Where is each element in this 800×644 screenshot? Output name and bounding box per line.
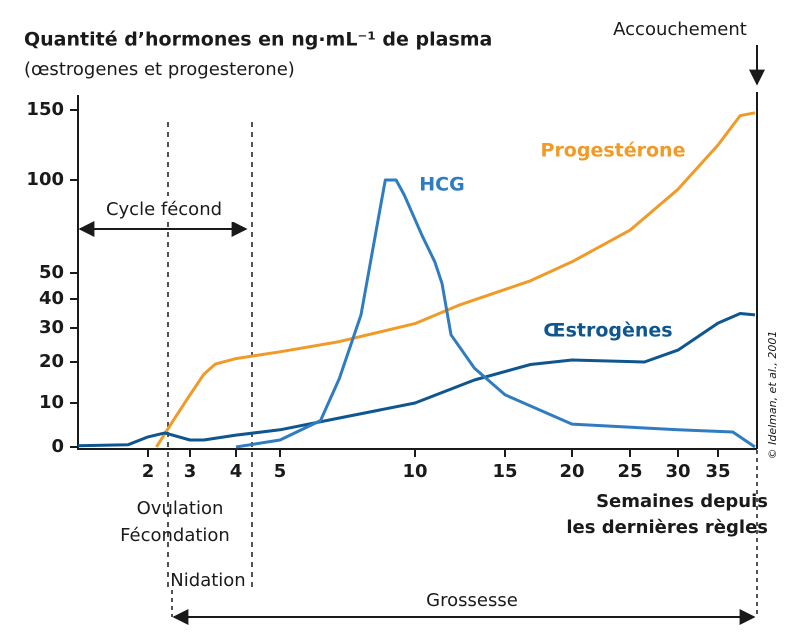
chart-title: Quantité d’hormones en ng·mL⁻¹ de plasma — [24, 29, 492, 51]
series-label: HCG — [419, 174, 464, 196]
chart-subtitle: (œstrogenes et progesterone) — [24, 59, 295, 80]
x-axis-label: les dernières règles — [566, 517, 768, 538]
x-axis-label: Semaines depuis — [596, 491, 768, 512]
x-tick-label: 25 — [617, 461, 642, 482]
annotation: Ovulation — [137, 498, 224, 519]
series-label: Progestérone — [541, 140, 686, 162]
y-tick-label: 50 — [39, 262, 64, 283]
annotation: Grossesse — [426, 590, 518, 611]
series-line — [155, 111, 756, 448]
x-tick-label: 20 — [559, 461, 584, 482]
x-tick-label: 4 — [230, 461, 243, 482]
annotation: Nidation — [170, 570, 245, 591]
series-line — [77, 312, 756, 448]
y-tick-label: 0 — [51, 436, 64, 457]
label-bg — [95, 196, 235, 222]
x-tick-label: 15 — [492, 461, 517, 482]
credit: © Idelman, et al., 2001 — [766, 331, 779, 460]
x-tick-label: 35 — [705, 461, 730, 482]
x-tick-label: 30 — [665, 461, 690, 482]
y-tick-label: 30 — [39, 317, 64, 338]
y-tick-label: 150 — [26, 99, 64, 120]
series-label: Œstrogènes — [543, 320, 672, 342]
y-tick-label: 100 — [26, 169, 64, 190]
x-tick-label: 3 — [184, 461, 197, 482]
annotation: Fécondation — [120, 525, 230, 546]
y-tick-label: 40 — [39, 288, 64, 309]
annotation: Cycle fécond — [106, 199, 222, 220]
series-line — [235, 178, 756, 449]
y-tick-label: 20 — [39, 351, 64, 372]
x-tick-label: 10 — [402, 461, 427, 482]
x-tick-label: 2 — [142, 461, 155, 482]
y-tick-label: 10 — [39, 392, 64, 413]
annotation: Accouchement — [613, 19, 747, 40]
x-tick-label: 5 — [274, 461, 287, 482]
